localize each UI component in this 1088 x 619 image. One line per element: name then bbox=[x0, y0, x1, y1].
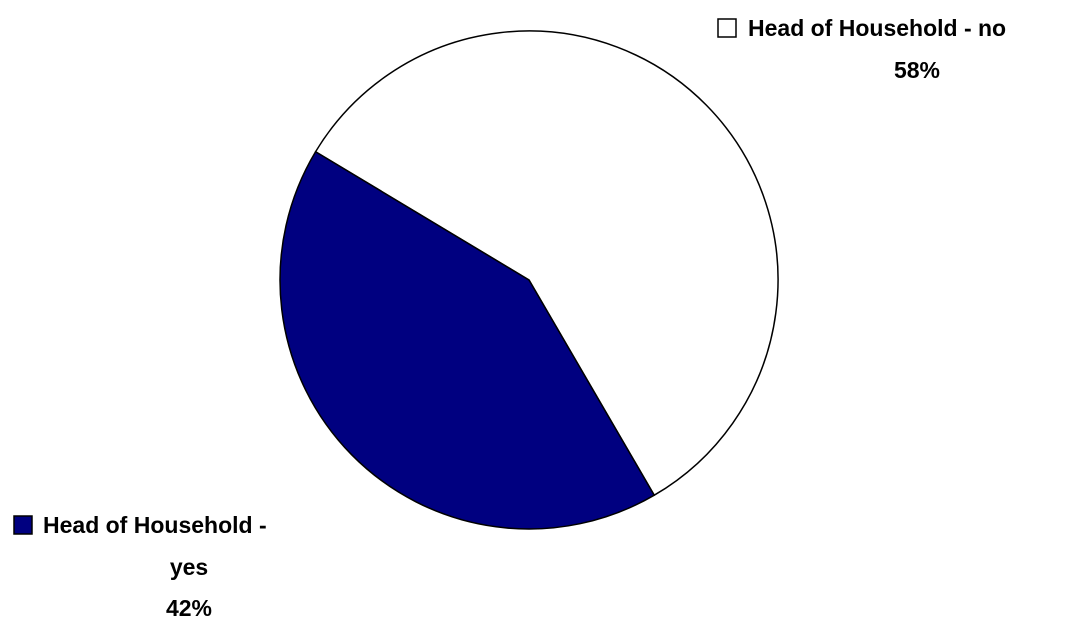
slice-label-yes-text-line1: Head of Household - bbox=[43, 512, 267, 538]
legend-swatch-yes bbox=[13, 515, 33, 535]
slice-label-no-text: Head of Household - no bbox=[748, 15, 1006, 41]
slice-label-no: Head of Household - no 58% bbox=[717, 15, 1006, 83]
slice-value-yes: 42% bbox=[166, 595, 212, 619]
slice-label-yes-text-line2: yes bbox=[170, 554, 208, 580]
legend-swatch-no bbox=[717, 18, 737, 38]
pie-slice-yes bbox=[279, 151, 655, 530]
slice-value-no: 58% bbox=[894, 57, 940, 83]
pie-slices bbox=[279, 30, 779, 530]
slice-label-yes: Head of Household - yes 42% bbox=[13, 512, 267, 619]
pie-slice-no bbox=[314, 30, 779, 496]
